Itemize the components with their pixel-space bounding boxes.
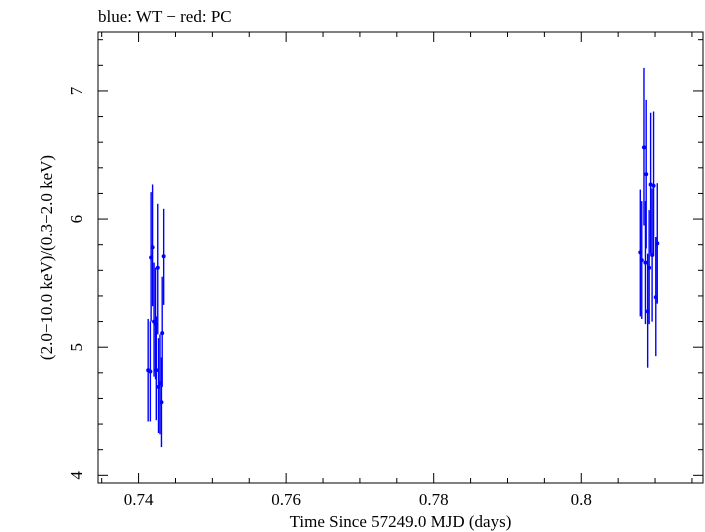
data-point [155, 265, 160, 270]
data-point [161, 254, 166, 259]
x-tick-labels: 0.74 0.76 0.78 0.8 [124, 490, 592, 509]
data-point [644, 172, 649, 177]
y-tick-labels: 4 5 6 7 [67, 86, 86, 479]
data-point [651, 183, 656, 188]
y-tick-label: 5 [67, 343, 86, 352]
x-tick-label: 0.76 [271, 490, 301, 509]
data-point [154, 368, 159, 373]
data-point [647, 265, 652, 270]
data-point [159, 400, 164, 405]
data-point [160, 331, 165, 336]
data-point [641, 145, 646, 150]
data-point [643, 260, 648, 265]
data-series [146, 67, 660, 448]
x-tick-label: 0.74 [124, 490, 154, 509]
y-axis-label: (2.0−10.0 keV)/(0.3−2.0 keV) [37, 155, 56, 360]
y-tick-label: 6 [67, 215, 86, 224]
plot-frame [97, 31, 704, 484]
data-point [148, 369, 153, 374]
data-point [150, 245, 155, 250]
x-axis-label: Time Since 57249.0 MJD (days) [290, 512, 512, 531]
y-tick-label: 4 [67, 471, 86, 480]
x-tick-label: 0.8 [571, 490, 592, 509]
data-point [655, 241, 660, 246]
data-point [639, 258, 644, 263]
x-tick-label: 0.78 [419, 490, 449, 509]
y-tick-label: 7 [67, 86, 86, 95]
chart-title: blue: WT − red: PC [98, 7, 232, 26]
series-wt [146, 67, 660, 448]
axis-ticks [98, 32, 703, 483]
